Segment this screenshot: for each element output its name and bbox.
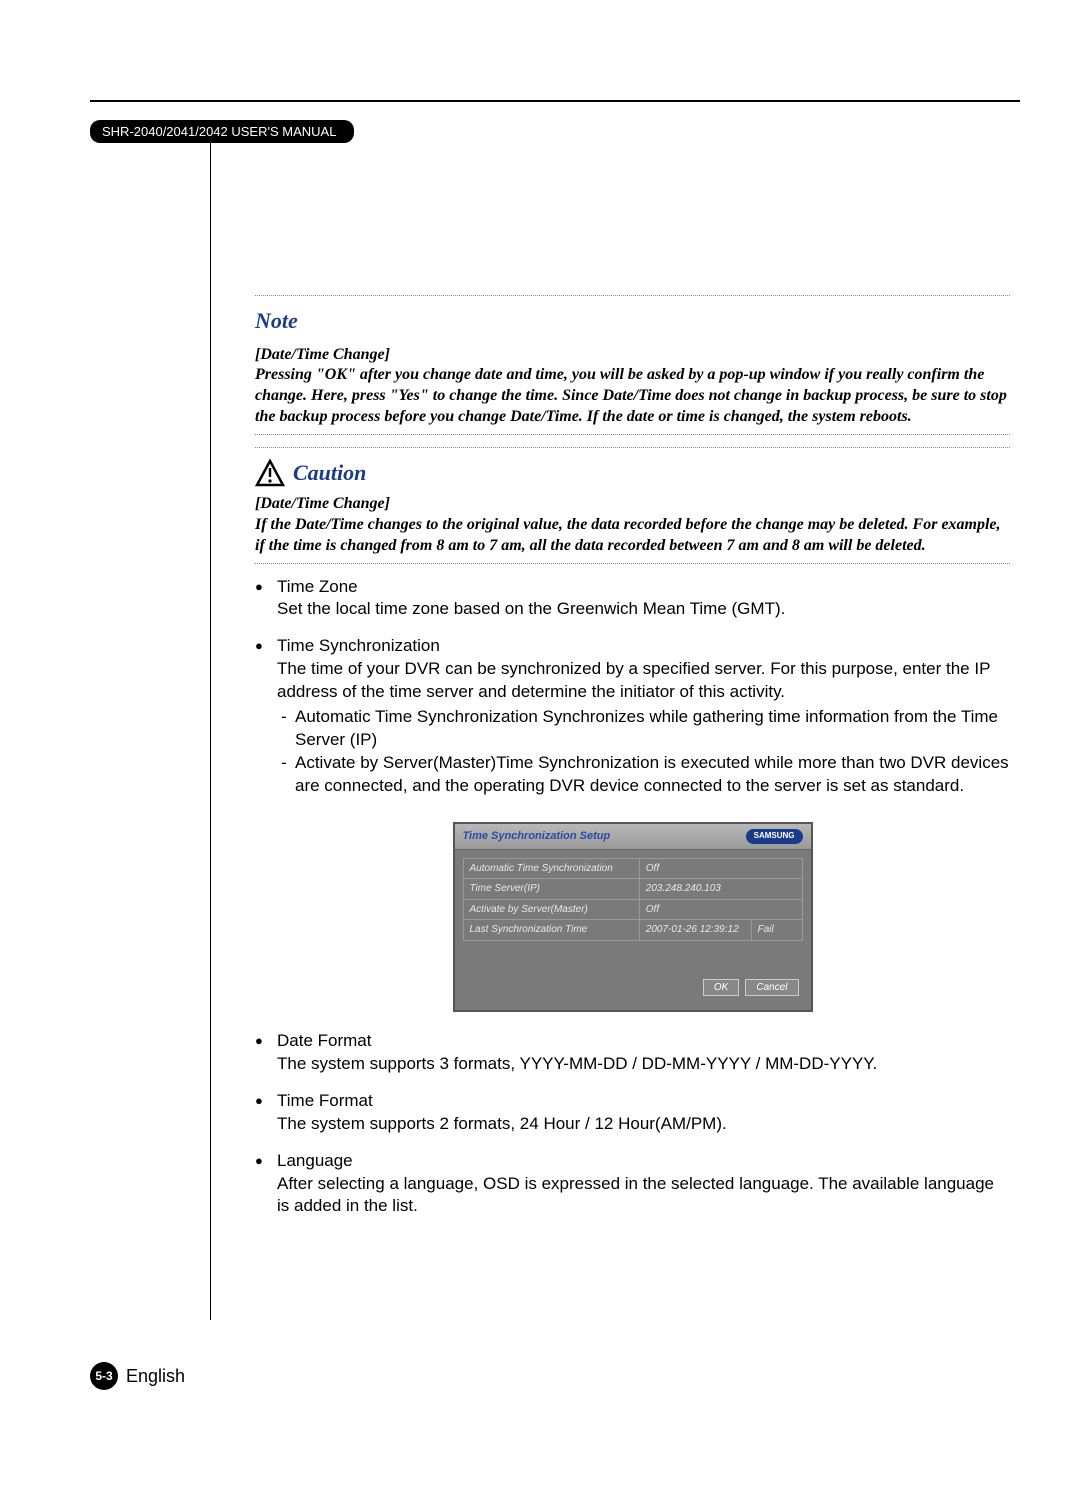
dotted-divider: [255, 447, 1010, 448]
caution-header: Caution: [255, 458, 1010, 488]
row-value: Off: [639, 858, 802, 879]
list-item: Time Format The system supports 2 format…: [255, 1090, 1010, 1136]
table-row: Automatic Time Synchronization Off: [463, 858, 802, 879]
item-desc: The time of your DVR can be synchronized…: [277, 658, 1010, 704]
item-title: Time Synchronization: [277, 635, 1010, 658]
page-footer: 5-3 English: [90, 1362, 185, 1390]
content-area: Note [Date/Time Change] Pressing "OK" af…: [255, 295, 1010, 1232]
item-desc: Set the local time zone based on the Gre…: [277, 598, 1010, 621]
item-desc: The system supports 2 formats, 24 Hour /…: [277, 1113, 1010, 1136]
manual-header: SHR-2040/2041/2042 USER'S MANUAL: [90, 120, 354, 143]
footer-language: English: [126, 1366, 185, 1387]
dialog-screenshot: Time Synchronization Setup SAMSUNG Autom…: [255, 822, 1010, 1012]
list-item: Language After selecting a language, OSD…: [255, 1150, 1010, 1219]
time-sync-dialog: Time Synchronization Setup SAMSUNG Autom…: [453, 822, 813, 1012]
dialog-table: Automatic Time Synchronization Off Time …: [463, 858, 803, 941]
dotted-divider: [255, 434, 1010, 435]
row-label: Last Synchronization Time: [463, 920, 639, 941]
note-body: Pressing "OK" after you change date and …: [255, 365, 1010, 427]
table-row: Activate by Server(Master) Off: [463, 899, 802, 920]
item-title: Time Format: [277, 1090, 1010, 1113]
row-label: Time Server(IP): [463, 879, 639, 900]
cancel-button[interactable]: Cancel: [745, 979, 798, 996]
row-label: Activate by Server(Master): [463, 899, 639, 920]
list-item: Time Synchronization The time of your DV…: [255, 635, 1010, 798]
table-row: Time Server(IP) 203.248.240.103: [463, 879, 802, 900]
dotted-divider: [255, 295, 1010, 296]
note-subtitle: [Date/Time Change]: [255, 344, 1010, 366]
dialog-title: Time Synchronization Setup: [463, 829, 611, 844]
row-value: Off: [639, 899, 802, 920]
row-label: Automatic Time Synchronization: [463, 858, 639, 879]
item-desc: After selecting a language, OSD is expre…: [277, 1173, 1010, 1219]
list-item: Time Zone Set the local time zone based …: [255, 576, 1010, 622]
sub-list-item: Automatic Time Synchronization Synchroni…: [281, 706, 1010, 752]
note-block: Note [Date/Time Change] Pressing "OK" af…: [255, 306, 1010, 428]
dotted-divider: [255, 563, 1010, 564]
item-desc: The system supports 3 formats, YYYY-MM-D…: [277, 1053, 1010, 1076]
list-item: Date Format The system supports 3 format…: [255, 1030, 1010, 1076]
item-title: Language: [277, 1150, 1010, 1173]
row-status: Fail: [751, 920, 802, 941]
caution-body: If the Date/Time changes to the original…: [255, 515, 1010, 557]
table-row: Last Synchronization Time 2007-01-26 12:…: [463, 920, 802, 941]
ok-button[interactable]: OK: [703, 979, 739, 996]
warning-icon: [255, 459, 285, 487]
feature-list: Time Zone Set the local time zone based …: [255, 576, 1010, 798]
vertical-rule: [210, 140, 211, 1320]
dialog-buttons: OK Cancel: [455, 949, 811, 1000]
brand-badge: SAMSUNG: [746, 829, 803, 844]
sub-list-item: Activate by Server(Master)Time Synchroni…: [281, 752, 1010, 798]
row-value: 2007-01-26 12:39:12: [639, 920, 751, 941]
item-title: Time Zone: [277, 576, 1010, 599]
caution-subtitle: [Date/Time Change]: [255, 493, 1010, 515]
feature-list: Date Format The system supports 3 format…: [255, 1030, 1010, 1219]
dialog-titlebar: Time Synchronization Setup SAMSUNG: [455, 824, 811, 850]
item-title: Date Format: [277, 1030, 1010, 1053]
row-value: 203.248.240.103: [639, 879, 802, 900]
sub-list: Automatic Time Synchronization Synchroni…: [281, 706, 1010, 798]
note-title: Note: [255, 306, 1010, 336]
page-number-badge: 5-3: [90, 1362, 118, 1390]
caution-title: Caution: [293, 458, 366, 488]
